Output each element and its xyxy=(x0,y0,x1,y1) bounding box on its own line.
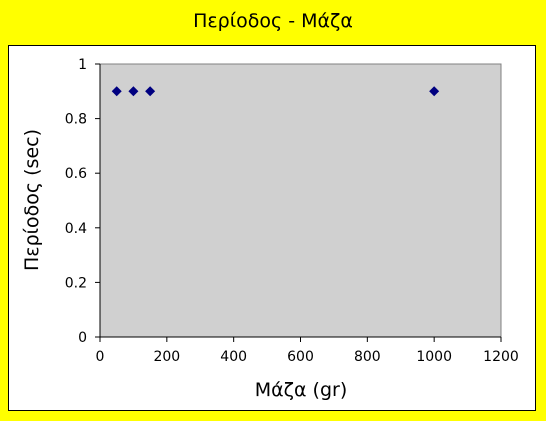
y-tick-label: 0.4 xyxy=(65,221,87,237)
x-tick-label: 1200 xyxy=(483,349,519,365)
data-point xyxy=(111,86,122,97)
y-tick-label: 1 xyxy=(78,57,87,73)
plot-area xyxy=(99,63,502,338)
data-point xyxy=(429,86,440,97)
x-tick-label: 600 xyxy=(287,349,314,365)
y-tick-label: 0 xyxy=(78,330,87,346)
x-tick-label: 200 xyxy=(153,349,180,365)
y-axis-title: Περίοδος (sec) xyxy=(21,129,43,271)
data-point xyxy=(128,86,139,97)
x-tick-label: 1000 xyxy=(416,349,452,365)
x-tick-label: 400 xyxy=(220,349,247,365)
data-point xyxy=(145,86,156,97)
x-tick-label: 0 xyxy=(96,349,105,365)
chart-title: Περίοδος - Μάζα xyxy=(193,10,353,32)
y-tick-label: 0.8 xyxy=(65,112,87,128)
y-tick-label: 0.2 xyxy=(65,275,87,291)
x-axis-title: Μάζα (gr) xyxy=(255,379,348,401)
y-tick-label: 0.6 xyxy=(65,166,87,182)
x-tick-label: 800 xyxy=(354,349,381,365)
